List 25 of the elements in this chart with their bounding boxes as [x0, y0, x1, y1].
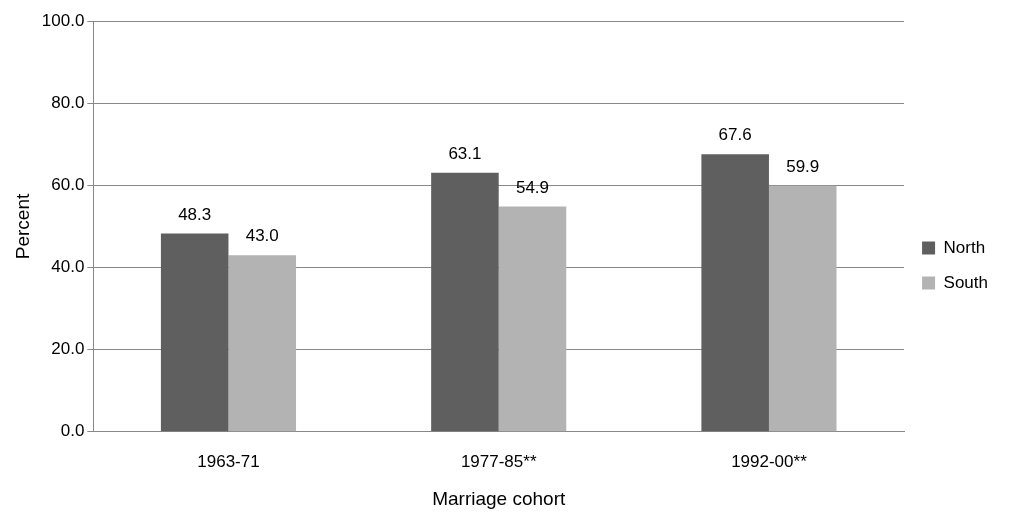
- data-label: 59.9: [786, 157, 820, 177]
- legend-label: South: [943, 272, 989, 292]
- y-tick-label: 40.0: [51, 257, 85, 277]
- y-tick-label: 60.0: [51, 175, 85, 195]
- bar: [160, 233, 229, 432]
- y-tick-label: 100.0: [41, 10, 85, 30]
- bar: [768, 185, 837, 432]
- y-tick-label: 20.0: [51, 339, 85, 359]
- data-label: 67.6: [718, 125, 752, 145]
- x-axis-title: Marriage cohort: [432, 487, 566, 509]
- x-tick-label: 1963-71: [197, 451, 260, 471]
- data-label: 54.9: [515, 177, 550, 197]
- data-label: 63.1: [448, 143, 482, 163]
- data-label: 43.0: [245, 226, 279, 246]
- y-axis-title: Percent: [11, 193, 33, 260]
- legend-label: North: [943, 237, 986, 257]
- bar: [498, 206, 567, 432]
- bar: [228, 255, 297, 432]
- x-tick-label: 1977-85**: [460, 451, 537, 471]
- data-label: 48.3: [178, 204, 212, 224]
- x-tick-label: 1992-00**: [731, 451, 808, 471]
- y-tick-label: 80.0: [51, 93, 85, 113]
- bar: [431, 172, 499, 432]
- y-tick-label: 0.0: [60, 421, 85, 441]
- bar: [701, 154, 769, 432]
